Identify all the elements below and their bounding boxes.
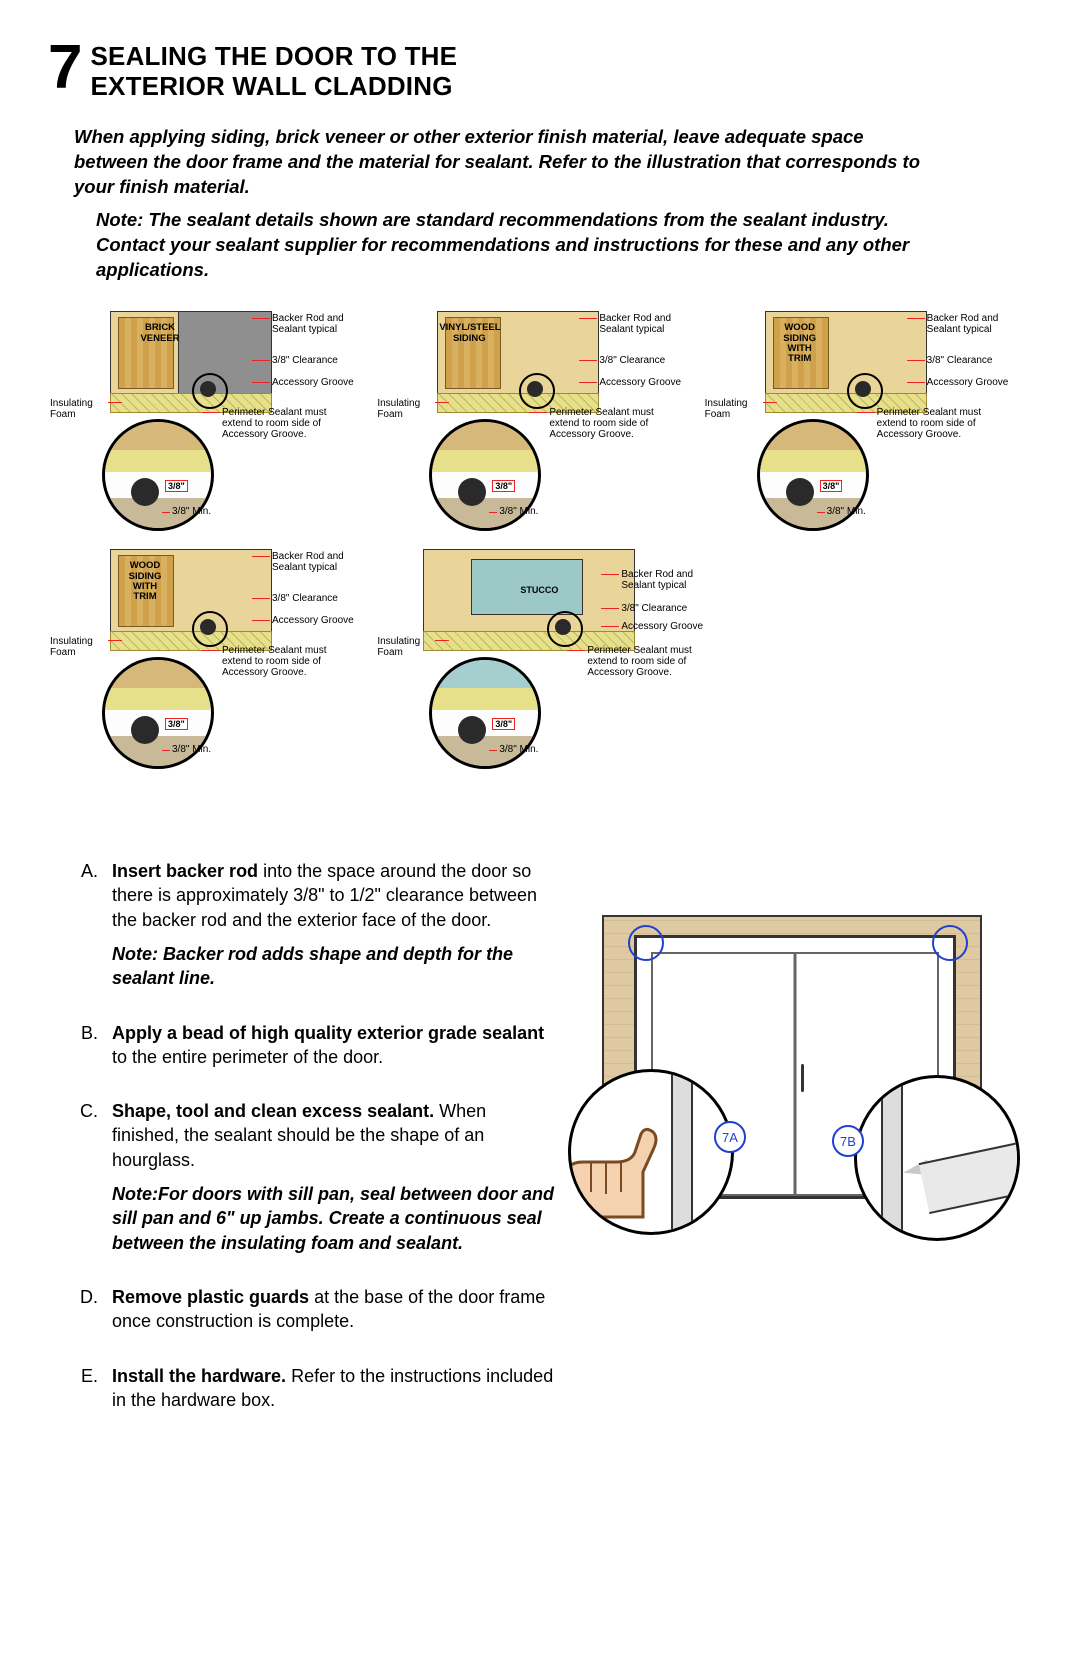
ann-perimeter: Perimeter Sealant must extend to room si… [222, 407, 350, 440]
ann-backer-rod: Backer Rod and Sealant typical [272, 551, 370, 573]
badge-7b: 7B [832, 1125, 864, 1157]
ann-groove: Accessory Groove [621, 621, 719, 632]
step-lead: Install the hardware. [112, 1366, 286, 1386]
diagram-label: STUCCO [511, 585, 567, 595]
zoom-dim: 3/8" [165, 480, 188, 492]
diagram-label: VINYL/STEEL SIDING [439, 323, 499, 344]
step-lead: Shape, tool and clean excess sealant. [112, 1101, 434, 1121]
step-lead: Apply a bead of high quality exterior gr… [112, 1023, 544, 1043]
insulating-foam-label: Insulating Foam [705, 399, 763, 420]
ann-clearance: 3/8" Clearance [272, 593, 370, 604]
diagram-wood-trim-a: WOOD SIDING WITH TRIM Insulating Foam Ba… [705, 311, 1020, 531]
min-dim-label: 3/8" Min. [499, 744, 538, 755]
step-lead: Insert backer rod [112, 861, 258, 881]
step-note: Note:For doors with sill pan, seal betwe… [112, 1182, 556, 1255]
steps-list: A. Insert backer rod into the space arou… [76, 859, 556, 1442]
step-rest: to the entire perimeter of the door. [112, 1047, 383, 1067]
step-letter: B. [76, 1021, 98, 1070]
diagram-wood-trim-b: WOOD SIDING WITH TRIM Insulating Foam Ba… [50, 549, 365, 769]
ann-perimeter: Perimeter Sealant must extend to room si… [877, 407, 1005, 440]
step-e: E. Install the hardware. Refer to the in… [76, 1364, 556, 1413]
zoom-dim: 3/8" [820, 480, 843, 492]
page-title: SEALING THE DOOR TO THE EXTERIOR WALL CL… [90, 40, 457, 101]
diagram-vinyl-steel: VINYL/STEEL SIDING Insulating Foam Backe… [377, 311, 692, 531]
step-b: B. Apply a bead of high quality exterior… [76, 1021, 556, 1070]
zoom-7a [568, 1069, 734, 1235]
step-lead: Remove plastic guards [112, 1287, 309, 1307]
diagram-label: WOOD SIDING WITH TRIM [775, 323, 825, 365]
min-dim-label: 3/8" Min. [827, 506, 866, 517]
ann-clearance: 3/8" Clearance [272, 355, 370, 366]
ann-groove: Accessory Groove [272, 377, 370, 388]
hand-icon [568, 1122, 671, 1222]
min-dim-label: 3/8" Min. [499, 506, 538, 517]
zoom-7b [854, 1075, 1020, 1241]
insulating-foam-label: Insulating Foam [377, 637, 435, 658]
insulating-foam-label: Insulating Foam [50, 399, 108, 420]
intro-note: Note: The sealant details shown are stan… [96, 208, 956, 283]
insulating-foam-label: Insulating Foam [377, 399, 435, 420]
callout-ring-left-icon [628, 925, 664, 961]
diagrams-grid: BRICK VENEER Insulating Foam Backer Rod … [50, 311, 1020, 769]
step-number: 7 [48, 40, 80, 96]
callout-ring-right-icon [932, 925, 968, 961]
door-illustration: 7A 7B [602, 915, 982, 1195]
ann-backer-rod: Backer Rod and Sealant typical [599, 313, 697, 335]
insulating-foam-label: Insulating Foam [50, 637, 108, 658]
zoom-dim: 3/8" [492, 718, 515, 730]
ann-backer-rod: Backer Rod and Sealant typical [272, 313, 370, 335]
step-c: C. Shape, tool and clean excess sealant.… [76, 1099, 556, 1255]
ann-groove: Accessory Groove [927, 377, 1025, 388]
ann-backer-rod: Backer Rod and Sealant typical [621, 569, 719, 591]
ann-clearance: 3/8" Clearance [927, 355, 1025, 366]
ann-clearance: 3/8" Clearance [621, 603, 719, 614]
ann-groove: Accessory Groove [599, 377, 697, 388]
step-letter: D. [76, 1285, 98, 1334]
caulk-tube-icon [919, 1142, 1020, 1214]
diagram-label: WOOD SIDING WITH TRIM [120, 561, 170, 603]
diagram-stucco: STUCCO Insulating Foam Backer Rod and Se… [377, 549, 692, 769]
zoom-dim: 3/8" [165, 718, 188, 730]
step-a: A. Insert backer rod into the space arou… [76, 859, 556, 990]
step-letter: A. [76, 859, 98, 990]
step-letter: E. [76, 1364, 98, 1413]
ann-clearance: 3/8" Clearance [599, 355, 697, 366]
title-line-2: EXTERIOR WALL CLADDING [90, 71, 452, 101]
ann-perimeter: Perimeter Sealant must extend to room si… [587, 645, 707, 678]
diagram-brick-veneer: BRICK VENEER Insulating Foam Backer Rod … [50, 311, 365, 531]
min-dim-label: 3/8" Min. [172, 506, 211, 517]
step-letter: C. [76, 1099, 98, 1255]
diagram-label: BRICK VENEER [130, 323, 190, 344]
intro-paragraph: When applying siding, brick veneer or ot… [74, 125, 934, 200]
min-dim-label: 3/8" Min. [172, 744, 211, 755]
ann-perimeter: Perimeter Sealant must extend to room si… [549, 407, 677, 440]
step-note: Note: Backer rod adds shape and depth fo… [112, 942, 556, 991]
ann-perimeter: Perimeter Sealant must extend to room si… [222, 645, 350, 678]
title-line-1: SEALING THE DOOR TO THE [90, 41, 457, 71]
ann-groove: Accessory Groove [272, 615, 370, 626]
badge-7a: 7A [714, 1121, 746, 1153]
ann-backer-rod: Backer Rod and Sealant typical [927, 313, 1025, 335]
section-header: 7 SEALING THE DOOR TO THE EXTERIOR WALL … [48, 40, 1020, 101]
zoom-dim: 3/8" [492, 480, 515, 492]
step-d: D. Remove plastic guards at the base of … [76, 1285, 556, 1334]
